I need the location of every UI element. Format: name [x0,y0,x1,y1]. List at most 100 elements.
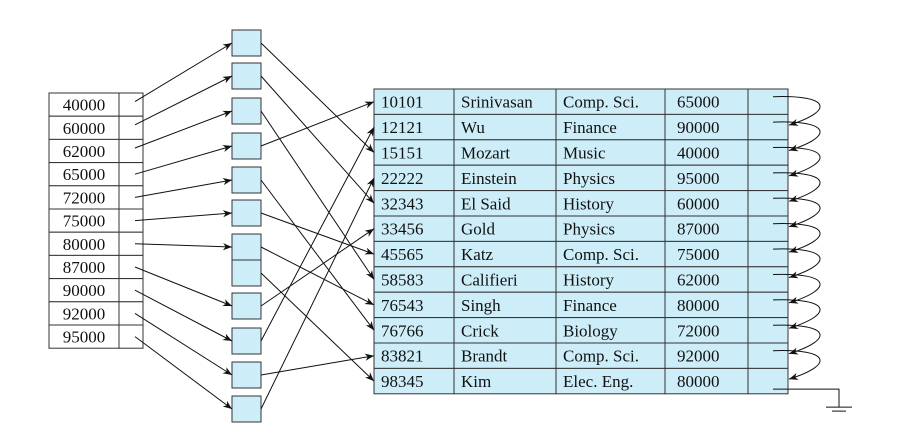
record-name: Gold [461,220,496,239]
index-to-bucket-arrow [134,336,233,410]
index-key: 80000 [63,235,106,254]
next-record-pointer [772,324,821,355]
bucket-to-record-arrow [260,177,375,410]
record-row [374,139,788,166]
bucket-cell-80000 [231,259,262,287]
next-record-pointer [772,197,821,228]
index-key: 40000 [63,96,106,115]
record-id: 22222 [381,169,424,188]
next-record-pointer [772,248,821,279]
index-key: 92000 [63,304,106,323]
index-key: 75000 [63,212,106,231]
record-salary: 62000 [677,271,720,290]
index-to-bucket-arrow [134,266,233,307]
record-name: Wu [461,118,485,137]
record-id: 83821 [381,347,424,366]
record-dept: History [563,271,615,290]
next-record-pointer [772,273,821,304]
index-to-bucket-arrow [134,312,233,376]
index-pointer-cell [118,185,144,210]
record-name: Califieri [461,271,518,290]
record-name: Einstein [461,169,517,188]
bucket-cell-65000 [231,132,262,160]
record-name: Crick [461,321,499,340]
record-salary: 87000 [677,220,720,239]
bucket-to-record-arrow [260,42,375,153]
record-name: Mozart [461,144,510,163]
index-pointer-cell [118,301,144,326]
record-dept: Comp. Sci. [563,347,639,366]
record-row [374,317,788,343]
record-row [374,266,788,293]
record-salary: 80000 [677,296,720,315]
index-pointer-cell [118,324,144,349]
index-to-bucket-arrow [134,110,233,149]
record-row [374,292,788,318]
record-id: 10101 [381,93,424,112]
bucket-cell-75000 [231,199,262,227]
index-pointer-cell [118,254,144,280]
index-key: 62000 [63,142,106,161]
null-pointer-line [773,388,840,408]
bucket-to-record-arrow [260,126,375,342]
bucket-to-record-arrow [260,101,375,147]
record-dept: Comp. Sci. [563,245,639,264]
next-record-pointer [772,223,821,253]
record-salary: 92000 [677,347,720,366]
record-row [374,343,788,369]
next-record-pointer [772,96,821,126]
record-dept: History [563,194,615,213]
record-row [374,241,788,267]
record-row [374,216,788,242]
bucket-to-record-arrow [260,246,375,306]
next-record-pointer [772,299,821,330]
record-id: 98345 [381,372,424,391]
record-dept: Music [563,144,606,163]
record-id: 76766 [381,321,424,340]
index-to-bucket-arrow [134,289,233,342]
record-dept: Finance [563,296,617,315]
index-key: 95000 [63,328,106,347]
bucket-cell-60000 [231,62,262,90]
bucket-cell-62000 [231,97,262,125]
record-salary: 60000 [677,194,720,213]
next-record-pointer [772,146,821,177]
record-id: 76543 [381,296,424,315]
index-pointer-cell [118,278,144,303]
bucket-to-record-arrow [260,272,375,382]
record-id: 15151 [381,144,424,163]
index-pointer-cell [118,115,144,140]
record-row [374,368,788,394]
index-key: 60000 [63,119,106,138]
record-row [374,89,788,115]
bucket-cell-92000 [231,361,262,389]
record-id: 12121 [381,118,424,137]
bucket-cell-87000 [231,292,262,320]
record-salary: 90000 [677,118,720,137]
record-salary: 72000 [677,321,720,340]
record-salary: 95000 [677,169,720,188]
index-pointer-cell [118,92,144,117]
index-to-bucket-arrow [134,178,233,198]
record-name: Singh [461,296,501,315]
record-dept: Biology [563,321,618,340]
record-salary: 75000 [677,245,720,264]
record-dept: Physics [563,220,615,239]
record-row [374,114,788,140]
record-dept: Elec. Eng. [563,372,633,391]
record-salary: 65000 [677,93,720,112]
bucket-to-record-arrow [260,179,375,331]
record-pointer-cell [747,367,789,395]
next-record-pointer [772,172,821,203]
record-id: 33456 [381,220,424,239]
bucket-cell-72000 [231,166,262,194]
record-id: 32343 [381,194,424,213]
bucket-to-record-arrow [260,353,375,376]
index-key: 87000 [63,258,106,277]
next-record-pointer [772,350,821,380]
index-to-bucket-arrow [134,145,233,175]
index-key: 90000 [63,281,106,300]
index-to-bucket-arrow [134,75,233,126]
record-name: Kim [461,372,491,391]
